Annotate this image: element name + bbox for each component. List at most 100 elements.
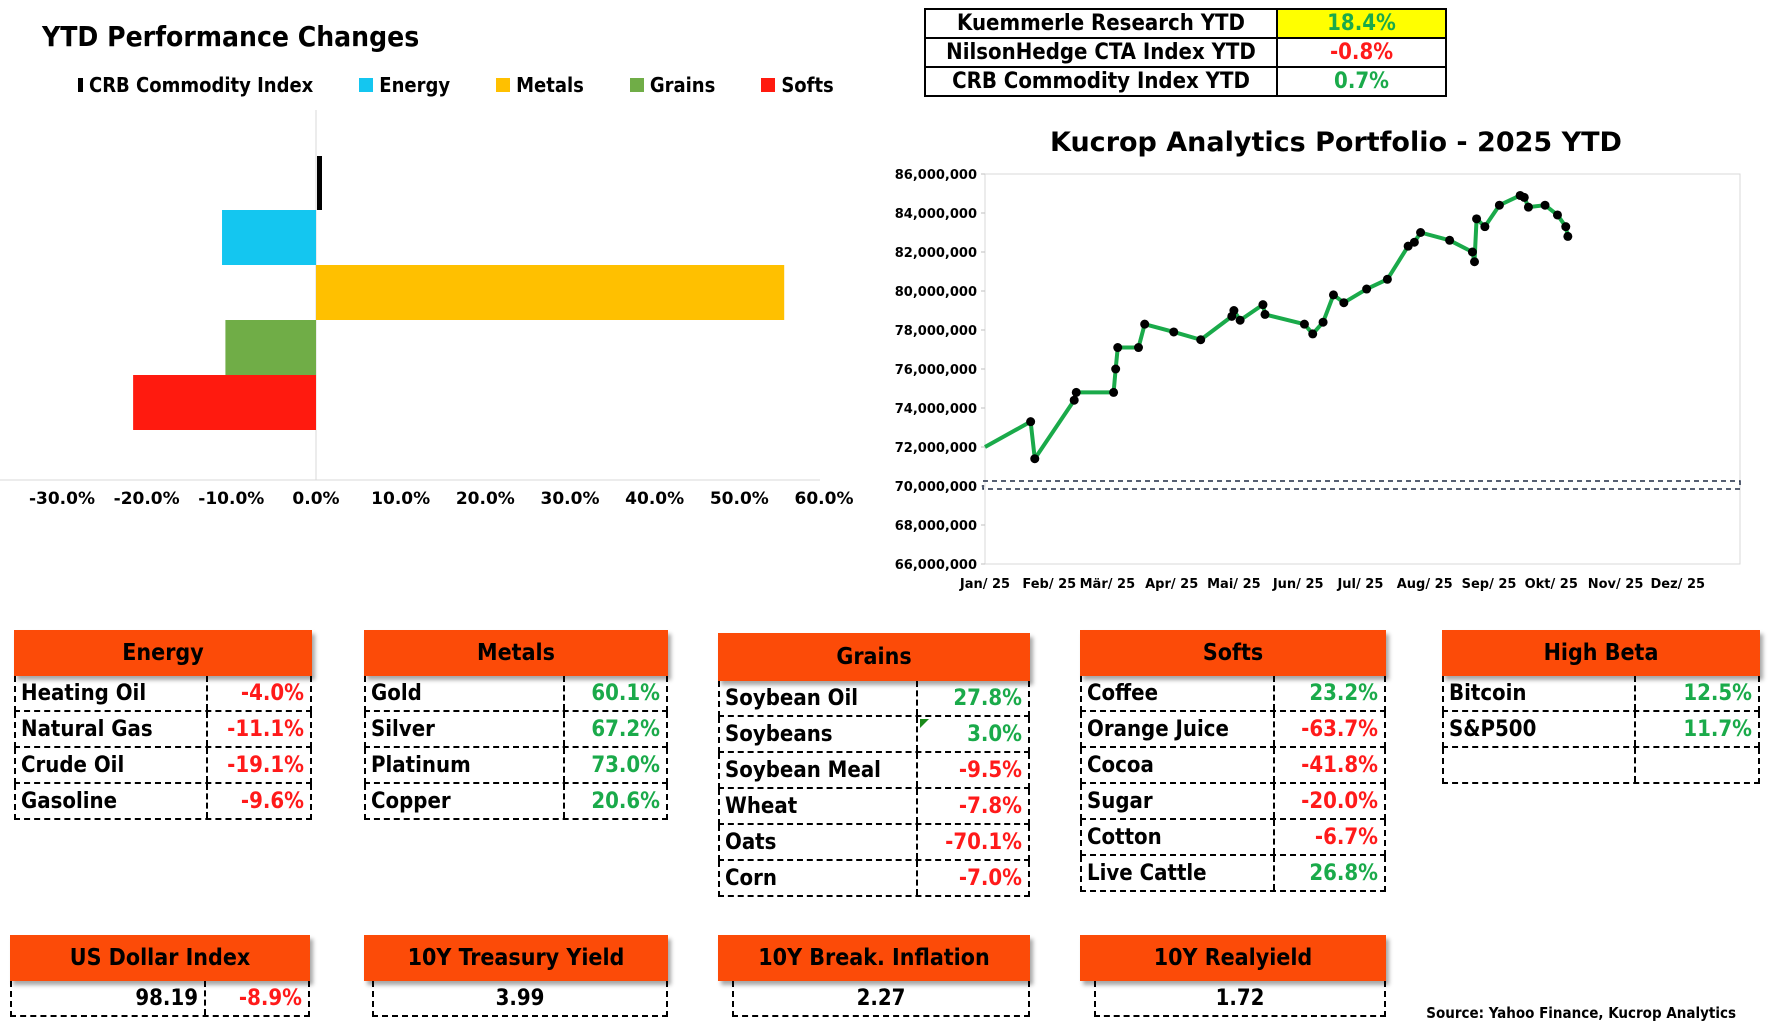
legend-item-crb: CRB Commodity Index: [78, 73, 313, 97]
x-tick-label: Jun/ 25: [1272, 577, 1324, 592]
bar: [222, 210, 316, 265]
x-tick-label: -10.0%: [198, 489, 264, 509]
row-value: 23.2%: [1309, 680, 1378, 706]
row-name: Gasoline: [16, 784, 208, 818]
x-tick-label: 20.0%: [456, 489, 515, 509]
y-tick-label: 82,000,000: [895, 246, 977, 261]
data-point: [1339, 298, 1349, 308]
table-row: Soybean Meal -9.5%: [718, 753, 1030, 789]
table-row: Gold 60.1%: [364, 676, 668, 712]
x-tick-label: 30.0%: [541, 489, 600, 509]
data-point: [1472, 214, 1482, 224]
summary-label: NilsonHedge CTA Index YTD: [924, 37, 1278, 68]
bar: [317, 156, 322, 210]
realyield-table: 10Y Realyield 1.72: [1080, 935, 1386, 1017]
data-point: [1235, 315, 1245, 325]
x-tick-label: -20.0%: [114, 489, 180, 509]
row-name: Sugar: [1082, 784, 1275, 818]
y-tick-label: 72,000,000: [895, 441, 977, 456]
row-value: 67.2%: [591, 716, 660, 742]
softs-header: Softs: [1080, 630, 1386, 676]
row-name: Copper: [366, 784, 565, 818]
x-tick-label: Feb/ 25: [1022, 577, 1076, 592]
table-row: Cotton -6.7%: [1080, 820, 1386, 856]
legend-label-crb: CRB Commodity Index: [89, 73, 314, 97]
data-point: [1467, 247, 1477, 257]
x-tick-label: Sep/ 25: [1462, 577, 1517, 592]
bar-chart: -30.0% -20.0% -10.0% 0.0% 10.0% 20.0% 30.0% 40.…: [0, 110, 853, 509]
data-point: [1552, 210, 1562, 220]
row-name: Orange Juice: [1082, 712, 1275, 746]
row-value: -9.6%: [240, 788, 304, 814]
treasury-yield-table: 10Y Treasury Yield 3.99: [364, 935, 668, 1017]
data-point: [1133, 343, 1143, 353]
data-point: [1480, 222, 1490, 232]
series-line: [984, 193, 1570, 461]
high-beta-header: High Beta: [1442, 630, 1760, 676]
row-name: Soybean Oil: [720, 681, 918, 715]
x-tick-label: 40.0%: [625, 489, 684, 509]
table-row: 98.19 -8.9%: [10, 981, 310, 1017]
us-dollar-index-value: 98.19: [12, 981, 206, 1015]
row-name: Coffee: [1082, 676, 1275, 710]
baseline-band: [982, 480, 1741, 490]
us-dollar-index-table: US Dollar Index 98.19 -8.9%: [10, 935, 310, 1017]
comment-flag-icon: [920, 719, 929, 728]
x-tick-label: Mär/ 25: [1080, 577, 1136, 592]
data-point: [1318, 317, 1328, 327]
legend-item-energy: Energy: [359, 73, 450, 97]
data-point: [1416, 228, 1426, 237]
y-tick-label: 86,000,000: [895, 168, 977, 183]
legend-item-softs: Softs: [761, 73, 834, 97]
bar-chart-title: YTD Performance Changes: [42, 20, 420, 53]
row-name: Soybean Meal: [720, 753, 918, 787]
row-name: Cotton: [1082, 820, 1275, 854]
table-row: Heating Oil -4.0%: [14, 676, 312, 712]
table-row: 3.99: [372, 981, 668, 1017]
table-row: Natural Gas -11.1%: [14, 712, 312, 748]
x-tick-label: Nov/ 25: [1588, 577, 1644, 592]
table-row: 1.72: [1094, 981, 1386, 1017]
bar-chart-legend: CRB Commodity Index Energy Metals Grains…: [78, 72, 880, 98]
data-point: [1445, 235, 1455, 245]
data-point: [1362, 284, 1372, 294]
treasury-yield-value: 3.99: [495, 985, 545, 1011]
data-point: [1519, 192, 1529, 202]
table-row: Corn -7.0%: [718, 861, 1030, 897]
data-point: [1113, 343, 1123, 353]
row-value: -7.0%: [958, 865, 1022, 891]
data-point: [1382, 274, 1392, 284]
data-point: [1494, 200, 1504, 210]
data-point: [1299, 319, 1309, 329]
realyield-header: 10Y Realyield: [1080, 935, 1386, 981]
summary-row: Kuemmerle Research YTD 18.4%: [924, 8, 1447, 39]
row-name: Live Cattle: [1082, 856, 1275, 890]
row-value: -20.0%: [1301, 788, 1378, 814]
summary-table: Kuemmerle Research YTD 18.4% NilsonHedge…: [924, 8, 1447, 97]
line-chart-title: Kucrop Analytics Portfolio - 2025 YTD: [1050, 127, 1622, 158]
energy-header: Energy: [14, 630, 312, 676]
table-row: 2.27: [732, 981, 1030, 1017]
data-point: [1308, 329, 1318, 339]
data-point: [1540, 200, 1550, 210]
row-name: Cocoa: [1082, 748, 1275, 782]
x-tick-label: Jan/ 25: [959, 577, 1010, 592]
table-row: Coffee 23.2%: [1080, 676, 1386, 712]
x-tick-label: Mai/ 25: [1207, 577, 1261, 592]
table-row: Sugar -20.0%: [1080, 784, 1386, 820]
source-note: Source: Yahoo Finance, Kucrop Analytics: [1426, 1004, 1736, 1022]
bar: [225, 320, 316, 375]
x-tick-label: -30.0%: [29, 489, 95, 509]
legend-swatch-crb: [78, 78, 83, 92]
legend-swatch-softs: [761, 78, 776, 92]
data-point: [1071, 387, 1081, 397]
table-row: S&P500 11.7%: [1442, 712, 1760, 748]
row-name: Corn: [720, 861, 918, 895]
table-row: Soybeans 3.0%: [718, 717, 1030, 753]
data-point: [1523, 202, 1533, 212]
high-beta-table: High Beta Bitcoin 12.5% S&P500 11.7%: [1442, 630, 1760, 784]
metals-header: Metals: [364, 630, 668, 676]
table-row: Silver 67.2%: [364, 712, 668, 748]
row-value: -9.5%: [958, 757, 1022, 783]
row-name: [1444, 748, 1636, 782]
